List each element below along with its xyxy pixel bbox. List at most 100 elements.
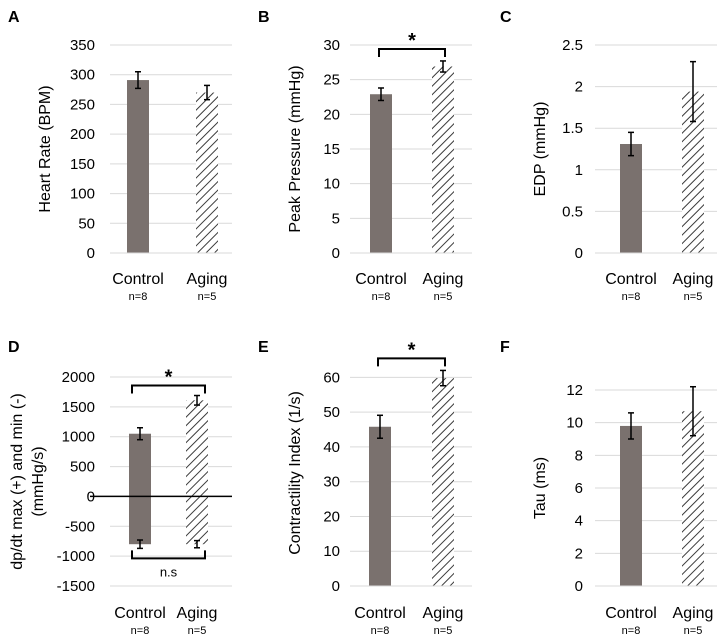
ns-label: n.s <box>160 564 178 579</box>
panel-letter: A <box>8 9 20 26</box>
bar-control <box>620 144 642 253</box>
bar-aging <box>432 66 454 253</box>
bar-control <box>369 426 391 586</box>
y-tick-label: 2 <box>575 545 583 562</box>
y-tick-label: 2.5 <box>562 37 583 54</box>
n-label: n=8 <box>372 291 391 303</box>
y-tick-label: 1500 <box>62 399 95 416</box>
panel-b: B 0 5 10 15 20 25 30 Peak Pressure (mmHg) * Contro… <box>258 9 472 303</box>
y-tick-label: 50 <box>323 404 340 421</box>
n-label: n=5 <box>684 291 703 303</box>
bar-aging <box>682 411 704 586</box>
bar-control-min <box>129 496 151 545</box>
y-tick-label: 10 <box>323 176 340 193</box>
y-tick-label: 1000 <box>62 429 95 446</box>
y-tick-label: 100 <box>70 186 95 203</box>
bar-aging <box>432 378 454 586</box>
bar-aging <box>682 91 704 253</box>
category-label: Aging <box>673 271 714 288</box>
y-tick-label: 10 <box>323 543 340 560</box>
category-label: Control <box>355 271 407 288</box>
y-tick-label: 60 <box>323 369 340 386</box>
n-label: n=8 <box>131 625 150 637</box>
y-tick-label: 4 <box>575 513 583 530</box>
y-tick-label: 1 <box>575 162 583 179</box>
y-tick-label: 30 <box>323 474 340 491</box>
category-label: Control <box>605 605 657 622</box>
y-axis-label: Peak Pressure (mmHg) <box>287 65 304 232</box>
y-tick-label: 0 <box>575 578 583 595</box>
bar-aging-min <box>186 496 208 545</box>
significance-star: * <box>408 30 416 52</box>
y-tick-label: 0 <box>87 245 95 262</box>
y-tick-label: 150 <box>70 156 95 173</box>
y-tick-label: 1.5 <box>562 120 583 137</box>
y-tick-label: 0 <box>332 578 340 595</box>
n-label: n=5 <box>684 625 703 637</box>
significance-bracket <box>131 384 206 394</box>
bar-control-max <box>129 433 151 497</box>
y-axis-label: Heart Rate (BPM) <box>37 85 54 212</box>
panel-letter: F <box>500 339 510 356</box>
category-label: Aging <box>423 271 464 288</box>
y-tick-label: -1500 <box>57 578 95 595</box>
y-tick-label: 300 <box>70 67 95 84</box>
n-label: n=5 <box>198 291 217 303</box>
n-label: n=8 <box>129 291 148 303</box>
category-label: Aging <box>187 271 228 288</box>
y-axis-label: Contractility Index (1/s) <box>287 391 304 555</box>
y-tick-label: 8 <box>575 447 583 464</box>
y-axis-label: Tau (ms) <box>532 457 549 519</box>
category-label: Control <box>114 605 166 622</box>
panel-c: C 0 0.5 1 1.5 2 2.5 EDP (mmHg) Control n=8 Aging n=… <box>500 9 717 303</box>
y-axis-label: dp/dt max (+) and min (-) <box>9 393 26 570</box>
bar-control <box>620 425 642 586</box>
y-tick-label: 25 <box>323 72 340 89</box>
panel-letter: D <box>8 339 20 356</box>
panel-d: D-1500-1000-5000500100015002000dp/dt max… <box>8 339 232 637</box>
y-axis-label: EDP (mmHg) <box>532 102 549 197</box>
y-tick-label: 250 <box>70 96 95 113</box>
y-tick-label: -1000 <box>57 548 95 565</box>
category-label: Control <box>605 271 657 288</box>
bar-aging <box>196 92 218 254</box>
n-label: n=8 <box>622 291 641 303</box>
y-tick-label: 6 <box>575 480 583 497</box>
y-tick-label: 12 <box>566 382 583 399</box>
ns-bracket <box>131 550 206 560</box>
y-tick-label: 500 <box>70 459 95 476</box>
y-tick-label: 30 <box>323 37 340 54</box>
category-label: Control <box>112 271 164 288</box>
y-tick-label: 40 <box>323 439 340 456</box>
y-tick-label: 200 <box>70 126 95 143</box>
n-label: n=8 <box>371 625 390 637</box>
y-tick-label: 2 <box>575 79 583 96</box>
significance-bracket <box>378 47 446 57</box>
n-label: n=8 <box>622 625 641 637</box>
bar-aging-max <box>186 400 208 497</box>
panel-a: A 0 50 100 150 200 250 300 350 Heart Rate (BPM) Co… <box>8 9 232 303</box>
n-label: n=5 <box>434 291 453 303</box>
y-tick-label: 5 <box>332 210 340 227</box>
panel-letter: C <box>500 9 512 26</box>
significance-star: * <box>408 339 416 361</box>
significance-star: * <box>165 367 173 389</box>
y-tick-label: 50 <box>78 215 95 232</box>
category-label: Aging <box>423 605 464 622</box>
y-tick-label: 0.5 <box>562 203 583 220</box>
y-tick-label: 0 <box>332 245 340 262</box>
panel-f: F 0 2 4 6 8 10 12 Tau (ms) Control n=8 Aging n=5 <box>500 339 717 637</box>
panel-letter: E <box>258 339 269 356</box>
category-label: Aging <box>673 605 714 622</box>
category-label: Control <box>354 605 406 622</box>
y-tick-label: 20 <box>323 106 340 123</box>
significance-bracket <box>377 357 446 367</box>
y-tick-label: 350 <box>70 37 95 54</box>
bar-control <box>127 80 149 253</box>
y-tick-label: 20 <box>323 508 340 525</box>
y-tick-label: 10 <box>566 415 583 432</box>
panel-letter: B <box>258 9 270 26</box>
n-label: n=5 <box>188 625 207 637</box>
panel-e: E 0 10 20 30 40 50 60 Contractility Index (1/s) *… <box>258 339 472 637</box>
